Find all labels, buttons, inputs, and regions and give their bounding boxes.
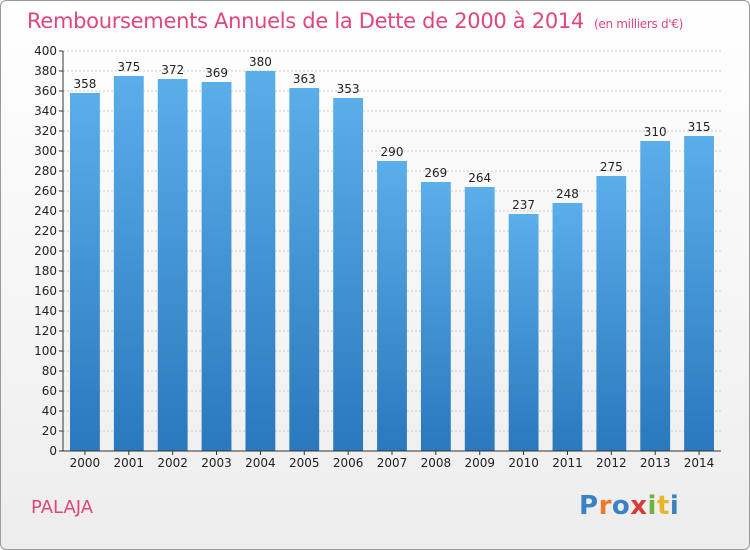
x-tick-label: 2003 (201, 456, 232, 470)
bar (377, 161, 407, 451)
x-tick-label: 2004 (245, 456, 276, 470)
bar (70, 93, 100, 451)
x-tick-label: 2000 (70, 456, 101, 470)
y-tick-label: 280 (34, 164, 57, 178)
x-tick-label: 2005 (289, 456, 320, 470)
y-axis-ticks: 0 20 40 60 80 100 120 140 160 180 200 220 240 260 280 3… (34, 44, 63, 458)
x-tick-label: 2008 (421, 456, 452, 470)
value-label: 248 (556, 187, 579, 201)
x-axis-ticks: 2000 2001 2002 2003 2004 2005 2006 2007 2008 2009… (70, 451, 715, 470)
chart-title: Remboursements Annuels de la Dette de 20… (27, 9, 683, 33)
logo-letter: i (647, 491, 657, 521)
x-tick-label: 2007 (377, 456, 408, 470)
value-labels: 358 375 372 369 380 363 353 290 269 264 237 248 275 3… (73, 55, 710, 212)
logo-letter: r (598, 491, 612, 521)
value-label: 353 (337, 82, 360, 96)
commune-name: PALAJA (31, 497, 94, 518)
value-label: 315 (688, 120, 711, 134)
y-tick-label: 260 (34, 184, 57, 198)
x-tick-label: 2006 (333, 456, 364, 470)
bar (596, 176, 627, 451)
bar (289, 88, 320, 451)
x-tick-label: 2013 (640, 456, 671, 470)
bar (552, 203, 583, 451)
logo-letter: o (611, 491, 631, 521)
bar (333, 98, 364, 451)
bars (70, 71, 714, 451)
y-tick-label: 320 (34, 124, 57, 138)
y-tick-label: 40 (42, 404, 57, 418)
y-tick-label: 300 (34, 144, 57, 158)
y-tick-label: 120 (34, 324, 57, 338)
x-tick-label: 2010 (508, 456, 539, 470)
axes (62, 51, 721, 452)
value-label: 264 (468, 171, 491, 185)
x-tick-label: 2014 (684, 456, 715, 470)
x-tick-label: 2011 (552, 456, 583, 470)
bar (508, 214, 539, 451)
value-label: 275 (600, 160, 623, 174)
x-tick-label: 2009 (464, 456, 495, 470)
y-tick-label: 140 (34, 304, 57, 318)
logo-letter: i (669, 491, 680, 521)
value-label: 269 (424, 166, 447, 180)
y-tick-label: 100 (34, 344, 57, 358)
x-tick-label: 2002 (157, 456, 188, 470)
y-tick-label: 200 (34, 244, 57, 258)
bar (245, 71, 276, 451)
value-label: 380 (249, 55, 272, 69)
chart-subtitle: (en milliers d'€) (594, 17, 684, 31)
value-label: 358 (73, 77, 96, 91)
value-label: 363 (293, 72, 316, 86)
y-tick-label: 220 (34, 224, 57, 238)
x-tick-label: 2012 (596, 456, 627, 470)
y-tick-label: 240 (34, 204, 57, 218)
y-tick-label: 160 (34, 284, 57, 298)
value-label: 375 (117, 60, 140, 74)
bar (420, 182, 451, 451)
y-tick-label: 340 (34, 104, 57, 118)
bar (157, 79, 188, 451)
y-tick-label: 380 (34, 64, 57, 78)
bar (201, 82, 232, 451)
proxiti-logo[interactable]: Proxiti (579, 491, 679, 521)
value-label: 290 (381, 145, 404, 159)
y-tick-label: 80 (42, 364, 57, 378)
y-tick-label: 180 (34, 264, 57, 278)
chart-title-text: Remboursements Annuels de la Dette de 20… (27, 9, 584, 33)
y-tick-label: 20 (42, 424, 57, 438)
logo-letter: t (656, 491, 670, 521)
logo-letter: x (630, 491, 648, 521)
value-label: 369 (205, 66, 228, 80)
bar (684, 136, 714, 451)
bar (464, 187, 495, 451)
bar (640, 141, 671, 451)
value-label: 310 (644, 125, 667, 139)
value-label: 237 (512, 198, 535, 212)
y-tick-label: 0 (49, 444, 57, 458)
y-tick-label: 400 (34, 44, 57, 58)
x-tick-label: 2001 (114, 456, 145, 470)
logo-letter: P (579, 491, 599, 521)
value-label: 372 (161, 63, 184, 77)
bar (113, 76, 144, 451)
y-tick-label: 360 (34, 84, 57, 98)
y-tick-label: 60 (42, 384, 57, 398)
